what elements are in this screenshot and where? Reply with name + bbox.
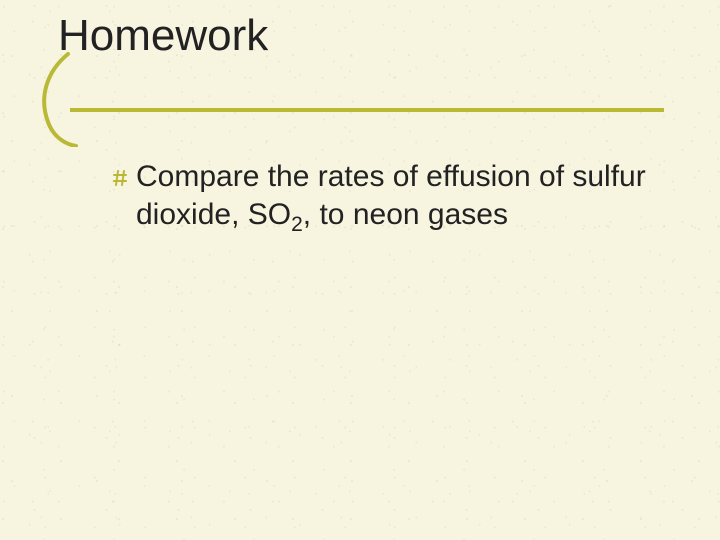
hash-icon: [112, 170, 128, 186]
slide: Homework Compare the rates of effusion o…: [0, 0, 720, 540]
title-arc-decoration: [38, 52, 88, 147]
bullet-text-post: , to neon gases: [303, 198, 508, 231]
paper-texture: [0, 0, 720, 540]
slide-title: Homework: [58, 12, 268, 60]
slide-body: Compare the rates of effusion of sulfur …: [112, 158, 650, 233]
bullet-item: Compare the rates of effusion of sulfur …: [112, 158, 650, 233]
formula-base: SO: [248, 198, 291, 231]
arc-path: [44, 54, 76, 146]
bullet-text: Compare the rates of effusion of sulfur …: [136, 158, 650, 233]
title-underline: [70, 108, 664, 112]
formula-subscript: 2: [291, 213, 303, 236]
